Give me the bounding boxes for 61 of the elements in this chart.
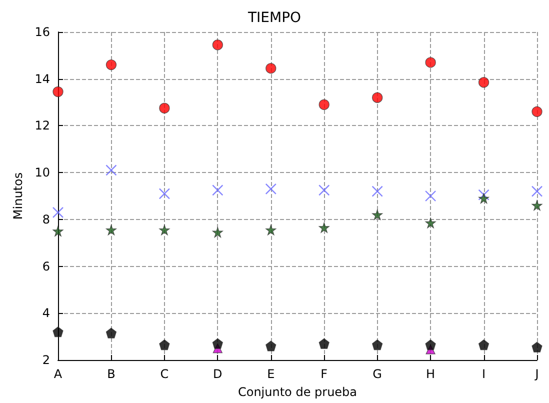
y-tick-label: 8 bbox=[42, 212, 50, 226]
x-axis-title: Conjunto de prueba bbox=[238, 385, 358, 399]
point bbox=[478, 193, 490, 204]
x-tick-label: I bbox=[482, 367, 486, 381]
x-tick-label: G bbox=[372, 367, 382, 381]
point bbox=[532, 342, 542, 352]
y-tick-label: 12 bbox=[34, 118, 50, 133]
y-tick-label: 4 bbox=[42, 306, 50, 320]
point bbox=[425, 218, 436, 228]
point bbox=[106, 328, 117, 338]
x-tick-label: F bbox=[320, 367, 328, 381]
point bbox=[266, 340, 276, 352]
point bbox=[532, 200, 542, 211]
point bbox=[318, 99, 330, 110]
x-tick-label: A bbox=[54, 367, 63, 381]
point bbox=[478, 339, 490, 350]
point bbox=[265, 183, 276, 195]
point bbox=[106, 60, 117, 70]
point bbox=[212, 184, 224, 196]
y-axis-title: Minutos bbox=[10, 172, 25, 220]
x-tick-label: C bbox=[160, 367, 169, 381]
point bbox=[159, 224, 170, 236]
point bbox=[531, 186, 543, 197]
point bbox=[266, 224, 276, 236]
point bbox=[372, 186, 383, 197]
y-tick-label: 6 bbox=[42, 259, 50, 274]
y-tick-label: 10 bbox=[34, 166, 50, 180]
point bbox=[425, 339, 436, 350]
point bbox=[478, 189, 490, 200]
y-tick-label: 14 bbox=[34, 72, 50, 86]
point bbox=[52, 206, 64, 218]
y-tick-label: 16 bbox=[34, 25, 50, 39]
point bbox=[158, 188, 170, 200]
point bbox=[159, 339, 170, 350]
point bbox=[212, 40, 223, 50]
x-tick-label: B bbox=[107, 367, 116, 381]
point bbox=[52, 226, 64, 236]
point bbox=[212, 338, 223, 349]
point bbox=[106, 224, 117, 236]
x-tick-label: H bbox=[426, 367, 436, 381]
x-tick-label: E bbox=[267, 367, 275, 381]
point bbox=[372, 339, 383, 350]
point bbox=[478, 77, 490, 88]
point bbox=[318, 338, 330, 349]
point bbox=[318, 222, 330, 233]
chart-title: TIEMPO bbox=[246, 10, 302, 26]
y-tick-label: 2 bbox=[42, 353, 50, 367]
point bbox=[52, 86, 64, 98]
x-tick-label: D bbox=[213, 367, 222, 381]
point bbox=[52, 326, 64, 338]
point bbox=[372, 92, 383, 103]
point bbox=[106, 164, 117, 176]
point bbox=[266, 63, 276, 74]
point bbox=[424, 190, 436, 202]
x-tick-label: J bbox=[534, 367, 539, 381]
point bbox=[425, 57, 436, 68]
point bbox=[372, 209, 383, 220]
point bbox=[318, 184, 330, 196]
point bbox=[159, 102, 170, 114]
point bbox=[532, 106, 542, 117]
point bbox=[212, 227, 223, 238]
